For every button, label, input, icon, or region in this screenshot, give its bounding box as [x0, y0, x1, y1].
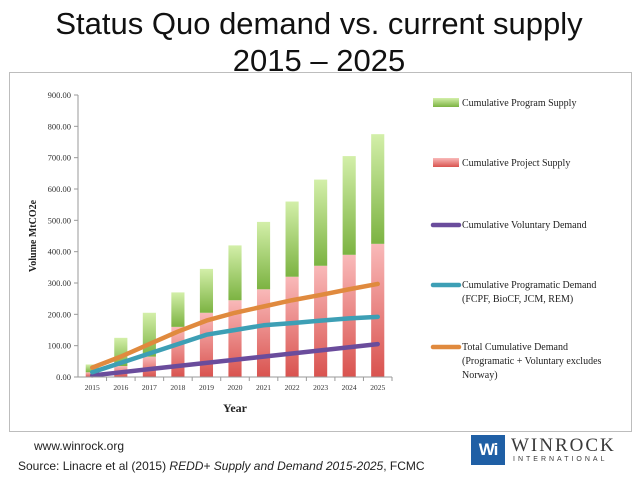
x-tick-label: 2021 [256, 383, 271, 392]
bar-program-supply-2024 [342, 156, 356, 255]
bar-program-supply-2023 [314, 179, 328, 266]
bar-program-supply-2018 [171, 292, 185, 327]
slide-title: Status Quo demand vs. current supply [55, 6, 583, 41]
source-prefix: Source: Linacre et al (2015) [18, 459, 170, 473]
legend-label-4: Total Cumulative Demand [462, 342, 568, 353]
x-tick-label: 2018 [170, 383, 185, 392]
chart-frame: 0.00 100.00 200.00 300.00 400.00 500.00 600.00… [9, 72, 632, 432]
winrock-logo-sub: INTERNATIONAL [513, 456, 608, 463]
bar-program-supply-2025 [371, 134, 385, 244]
bar-project-supply-2021 [256, 289, 271, 377]
y-tick-label: 500.00 [48, 215, 71, 225]
y-tick-label: 100.00 [48, 341, 71, 351]
bar-program-supply-2022 [285, 201, 299, 277]
source-title: REDD+ Supply and Demand 2015-2025 [169, 459, 384, 473]
y-tick-label: 600.00 [48, 184, 71, 194]
x-tick-label: 2019 [199, 383, 214, 392]
bar-project-supply-2022 [285, 276, 299, 377]
x-tick-label: 2016 [113, 383, 128, 392]
bar-project-supply-2024 [342, 254, 356, 377]
source-suffix: , FCMC [383, 459, 425, 473]
source-citation: Source: Linacre et al (2015) REDD+ Suppl… [18, 459, 425, 473]
legend-label-0: Cumulative Program Supply [462, 98, 576, 109]
bar-program-supply-2019 [199, 268, 214, 313]
legend-label-2: Cumulative Voluntary Demand [462, 220, 587, 231]
website-link[interactable]: www.winrock.org [34, 439, 125, 453]
bar-program-supply-2021 [256, 221, 271, 290]
x-tick-label: 2024 [342, 383, 357, 392]
line-voluntary-demand [90, 341, 380, 378]
legend-swatch-1 [433, 158, 459, 167]
y-tick-label: 200.00 [48, 309, 71, 319]
winrock-logo-name: WINROCK [511, 435, 616, 456]
x-axis-title: Year [223, 401, 248, 415]
y-tick-label: 900.00 [48, 90, 71, 100]
line-programmatic-demand [90, 314, 380, 375]
legend-swatch-0 [433, 98, 459, 107]
x-tick-label: 2017 [142, 383, 157, 392]
line-total-demand [90, 281, 380, 370]
legend-label-4: Norway) [462, 370, 498, 381]
bar-program-supply-2020 [228, 245, 242, 301]
winrock-logo-mark: Wi [471, 435, 505, 465]
x-tick-label: 2025 [370, 383, 385, 392]
legend-label-3: (FCPF, BioCF, JCM, REM) [462, 294, 573, 305]
bar-project-supply-2025 [371, 243, 385, 377]
winrock-logo: Wi WINROCK INTERNATIONAL [471, 432, 621, 468]
y-tick-label: 300.00 [48, 278, 71, 288]
y-tick-label: 800.00 [48, 121, 71, 131]
y-axis-title: Volume MtCO2e [28, 199, 39, 272]
legend-label-1: Cumulative Project Supply [462, 158, 570, 169]
x-tick-label: 2015 [85, 383, 100, 392]
chart-svg: 0.00 100.00 200.00 300.00 400.00 500.00 600.00… [28, 90, 602, 415]
y-tick-label: 400.00 [48, 247, 71, 257]
x-tick-label: 2022 [285, 383, 300, 392]
legend-label-4: (Programatic + Voluntary excludes [462, 356, 602, 367]
y-tick-label: 700.00 [48, 153, 71, 163]
legend-label-3: Cumulative Programatic Demand [462, 280, 596, 291]
bar-project-supply-2017 [142, 356, 156, 377]
x-tick-label: 2020 [228, 383, 243, 392]
x-tick-label: 2023 [313, 383, 328, 392]
y-tick-label: 0.00 [56, 372, 71, 382]
